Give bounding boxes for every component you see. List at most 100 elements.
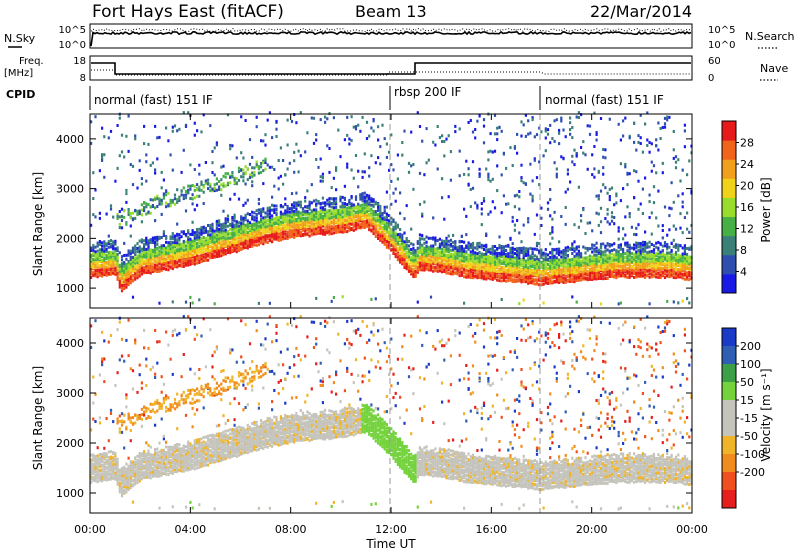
power-echo-cell <box>449 238 452 242</box>
power-echo-cell <box>218 223 221 227</box>
power-echo-cell <box>246 237 249 241</box>
power-echo-cell <box>688 260 691 264</box>
power-echo-cell <box>295 230 298 233</box>
power-echo-cell <box>359 219 362 223</box>
power-echo-cell <box>513 256 516 260</box>
power-echo-cell <box>606 260 609 264</box>
power-scatter-cell <box>683 129 686 133</box>
power-upper-cell <box>231 175 234 179</box>
power-echo-cell <box>332 222 335 225</box>
power-echo-cell <box>176 248 179 252</box>
power-upper-cell <box>156 194 159 198</box>
power-upper-cell <box>165 201 168 205</box>
power-echo-cell <box>401 262 404 266</box>
power-echo-cell <box>368 201 371 205</box>
power-echo-cell <box>277 218 280 222</box>
power-echo-cell <box>580 263 583 267</box>
power-echo-cell <box>246 219 249 223</box>
power-echo-cell <box>613 262 616 266</box>
power-echo-cell <box>509 246 512 250</box>
power-echo-cell <box>471 271 475 275</box>
power-echo-cell <box>635 255 638 259</box>
power-echo-cell <box>529 268 532 272</box>
power-echo-cell <box>149 257 152 261</box>
power-echo-cell <box>109 257 113 261</box>
power-echo-cell <box>630 271 633 275</box>
power-echo-cell <box>253 215 256 219</box>
power-echo-cell <box>317 217 320 221</box>
power-colorbar-swatch <box>722 159 736 179</box>
power-echo-cell <box>401 246 404 250</box>
power-echo-cell <box>279 226 282 230</box>
power-echo-cell <box>551 252 554 256</box>
power-echo-cell <box>176 263 179 267</box>
power-scatter-cell <box>564 249 567 253</box>
power-upper-cell <box>220 178 223 182</box>
power-scatter-cell <box>449 150 452 154</box>
power-echo-cell <box>489 247 492 251</box>
power-near-cell <box>571 295 574 299</box>
power-scatter-cell <box>251 180 254 184</box>
power-echo-cell <box>641 267 644 271</box>
power-echo-cell <box>670 264 673 268</box>
power-echo-cell <box>516 266 519 270</box>
power-upper-cell <box>242 168 245 172</box>
power-echo-cell <box>622 247 625 251</box>
beam-title: Beam 13 <box>355 2 427 21</box>
power-echo-cell <box>319 226 322 230</box>
power-echo-cell <box>427 250 430 254</box>
power-echo-cell <box>432 246 435 250</box>
power-echo-cell <box>279 212 282 216</box>
power-echo-cell <box>319 202 322 206</box>
power-scatter-cell <box>315 158 318 161</box>
power-echo-cell <box>659 255 662 259</box>
power-echo-cell <box>202 247 205 251</box>
power-scatter-cell <box>648 141 651 144</box>
power-echo-cell <box>679 256 682 260</box>
power-echo-cell <box>341 218 344 222</box>
power-scatter-cell <box>681 231 684 235</box>
power-colorbar-tick-label: 12 <box>740 223 754 236</box>
power-echo-cell <box>505 261 508 265</box>
power-echo-cell <box>226 232 230 236</box>
power-upper-cell <box>123 209 126 213</box>
power-echo-cell <box>679 268 682 272</box>
power-echo-cell <box>427 258 430 262</box>
power-echo-cell <box>602 253 605 257</box>
power-echo-cell <box>147 242 150 246</box>
power-echo-cell <box>176 238 179 242</box>
power-scatter-cell <box>575 154 578 158</box>
power-echo-cell <box>558 271 561 275</box>
power-scatter-cell <box>242 203 245 207</box>
power-echo-cell <box>171 241 174 245</box>
power-echo-cell <box>533 247 536 251</box>
power-echo-cell <box>683 244 686 248</box>
power-echo-cell <box>127 266 130 270</box>
power-echo-cell <box>644 266 647 270</box>
power-echo-cell <box>655 272 658 276</box>
power-scatter-cell <box>610 215 614 219</box>
power-echo-cell <box>134 269 137 273</box>
power-echo-cell <box>467 261 470 265</box>
power-echo-cell <box>460 273 463 277</box>
power-scatter-cell <box>533 135 536 139</box>
power-echo-cell <box>584 258 587 262</box>
power-echo-cell <box>120 289 124 293</box>
power-echo-cell <box>346 220 349 224</box>
power-echo-cell <box>390 220 393 224</box>
power-echo-cell <box>606 256 609 260</box>
power-echo-cell <box>491 274 494 278</box>
power-upper-cell <box>257 167 260 171</box>
power-echo-cell <box>315 220 318 224</box>
power-scatter-cell <box>491 200 494 204</box>
power-echo-cell <box>666 257 669 261</box>
power-echo-cell <box>290 221 294 225</box>
power-echo-cell <box>436 265 439 269</box>
power-echo-cell <box>120 258 124 262</box>
power-echo-cell <box>134 248 137 252</box>
power-echo-cell <box>445 248 448 252</box>
power-echo-cell <box>200 230 203 234</box>
power-echo-cell <box>341 215 344 219</box>
power-echo-cell <box>615 276 618 280</box>
power-echo-cell <box>555 278 558 282</box>
